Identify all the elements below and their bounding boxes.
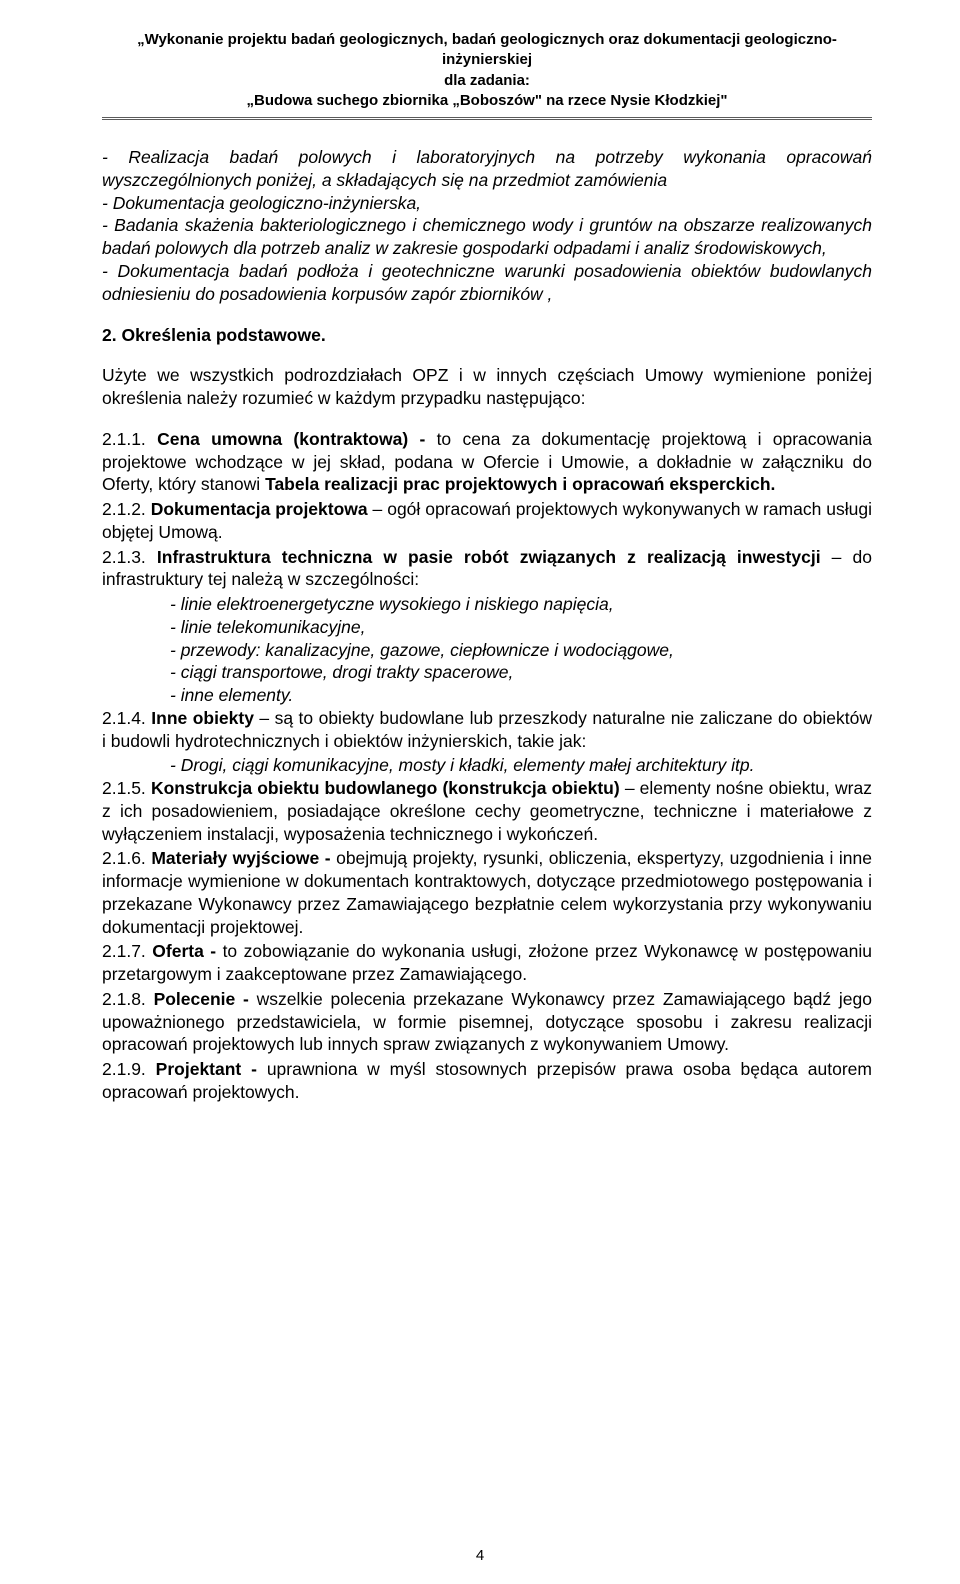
section-2-lead: Użyte we wszystkich podrozdziałach OPZ i…: [102, 364, 872, 410]
page-header: „Wykonanie projektu badań geologicznych,…: [102, 30, 872, 111]
def-2-1-3-sub-2: - linie telekomunikacyjne,: [102, 616, 872, 639]
def-2-1-8: 2.1.8. Polecenie - wszelkie polecenia pr…: [102, 988, 872, 1056]
def-2-1-5: 2.1.5. Konstrukcja obiektu budowlanego (…: [102, 777, 872, 845]
def-term: Projektant -: [156, 1059, 257, 1079]
def-num: 2.1.6.: [102, 848, 146, 868]
def-body: to zobowiązanie do wykonania usługi, zło…: [102, 941, 872, 984]
header-rule: [102, 117, 872, 120]
def-term: Polecenie -: [154, 989, 249, 1009]
def-num: 2.1.7.: [102, 941, 146, 961]
def-2-1-9: 2.1.9. Projektant - uprawniona w myśl st…: [102, 1058, 872, 1104]
def-num: 2.1.8.: [102, 989, 146, 1009]
intro-p4: - Dokumentacja badań podłoża i geotechni…: [102, 260, 872, 306]
intro-p2: - Dokumentacja geologiczno-inżynierska,: [102, 192, 872, 215]
def-2-1-2: 2.1.2. Dokumentacja projektowa – ogół op…: [102, 498, 872, 544]
def-2-1-3-sub-1: - linie elektroenergetyczne wysokiego i …: [102, 593, 872, 616]
def-num: 2.1.2.: [102, 499, 146, 519]
definitions-list: 2.1.1. Cena umowna (kontraktowa) - to ce…: [102, 428, 872, 1104]
section-2-title: 2. Określenia podstawowe.: [102, 325, 872, 346]
def-2-1-6: 2.1.6. Materiały wyjściowe - obejmują pr…: [102, 847, 872, 938]
def-num: 2.1.3.: [102, 547, 146, 567]
def-term: Inne obiekty: [151, 708, 254, 728]
def-bold-tail: Tabela realizacji prac projektowych i op…: [265, 474, 775, 494]
def-term: Materiały wyjściowe -: [151, 848, 330, 868]
def-num: 2.1.9.: [102, 1059, 146, 1079]
def-term: Oferta -: [152, 941, 216, 961]
def-2-1-3-sub-5: - inne elementy.: [102, 684, 872, 707]
def-2-1-3-sub-4: - ciągi transportowe, drogi trakty space…: [102, 661, 872, 684]
header-line-2: dla zadania:: [102, 71, 872, 91]
def-2-1-4-sub: - Drogi, ciągi komunikacyjne, mosty i kł…: [102, 754, 872, 777]
def-term: Infrastruktura techniczna w pasie robót …: [157, 547, 821, 567]
page-number: 4: [0, 1547, 960, 1564]
document-page: „Wykonanie projektu badań geologicznych,…: [0, 0, 960, 1584]
def-2-1-1: 2.1.1. Cena umowna (kontraktowa) - to ce…: [102, 428, 872, 496]
header-line-1: „Wykonanie projektu badań geologicznych,…: [102, 30, 872, 71]
intro-p1: - Realizacja badań polowych i laboratory…: [102, 146, 872, 192]
header-line-3: „Budowa suchego zbiornika „Boboszów" na …: [102, 91, 872, 111]
def-num: 2.1.5.: [102, 778, 146, 798]
def-term: Dokumentacja projektowa: [151, 499, 368, 519]
def-num: 2.1.4.: [102, 708, 146, 728]
intro-block: - Realizacja badań polowych i laboratory…: [102, 146, 872, 305]
def-term: Cena umowna (kontraktowa) -: [157, 429, 425, 449]
def-2-1-3-sub-3: - przewody: kanalizacyjne, gazowe, ciepł…: [102, 639, 872, 662]
intro-p3: - Badania skażenia bakteriologicznego i …: [102, 214, 872, 260]
def-num: 2.1.1.: [102, 429, 146, 449]
def-2-1-3: 2.1.3. Infrastruktura techniczna w pasie…: [102, 546, 872, 592]
def-2-1-4: 2.1.4. Inne obiekty – są to obiekty budo…: [102, 707, 872, 753]
def-2-1-7: 2.1.7. Oferta - to zobowiązanie do wykon…: [102, 940, 872, 986]
def-term: Konstrukcja obiektu budowlanego (konstru…: [151, 778, 620, 798]
